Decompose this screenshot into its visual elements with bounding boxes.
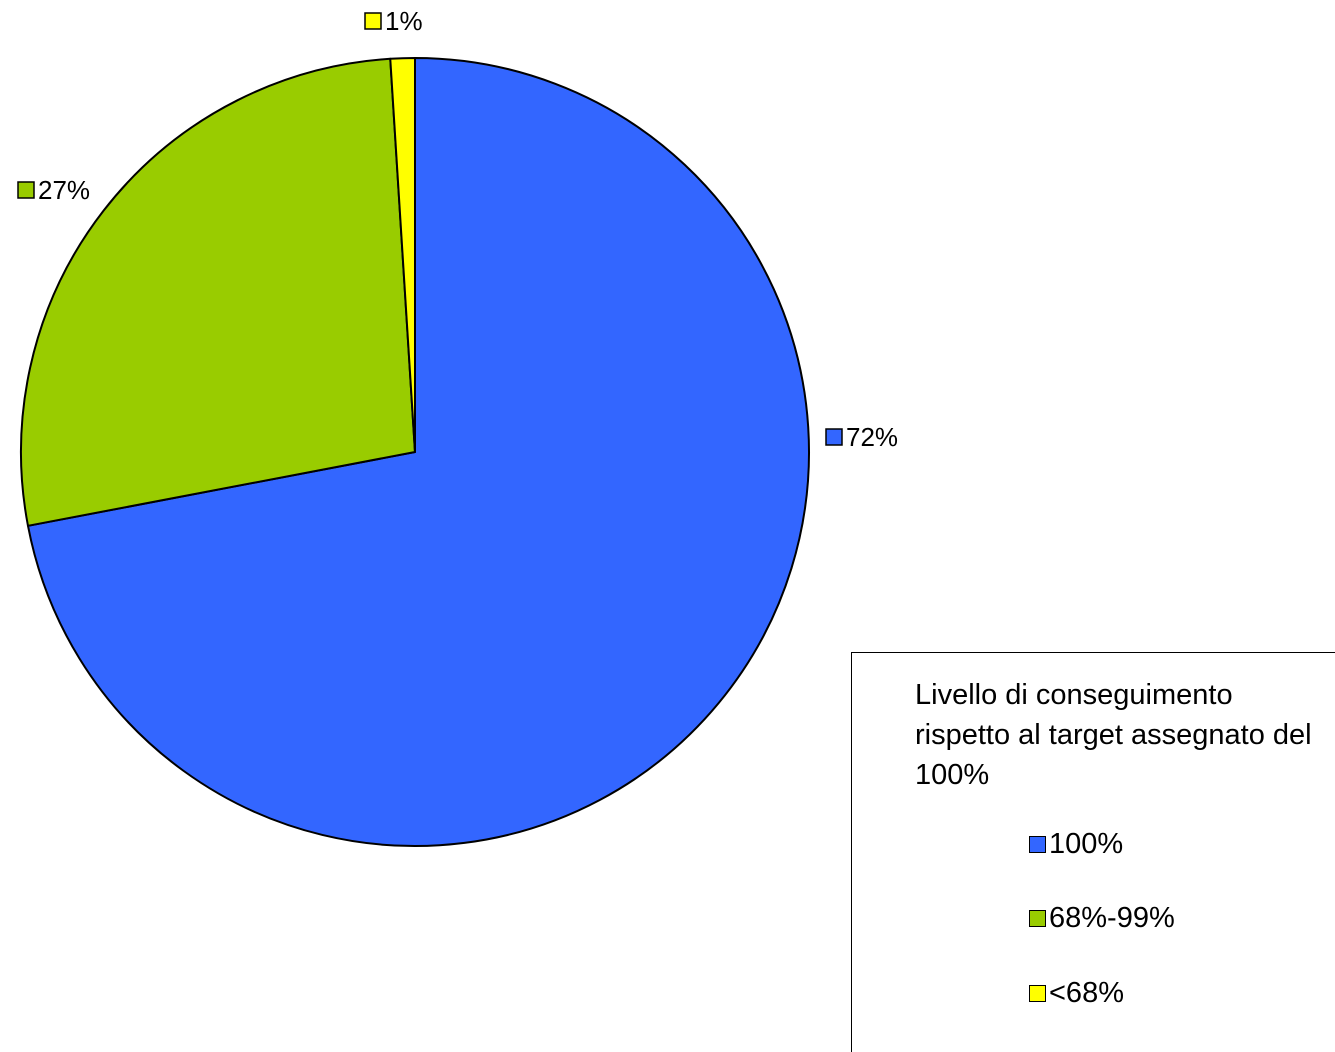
pie-slice-68 (389, 57, 416, 453)
pie-chart: 72% 27% 1% (17, 6, 898, 847)
data-label-swatch (17, 181, 35, 199)
legend-label-68-99: 68%-99% (1049, 901, 1175, 934)
legend-item-68-99: 68%-99% (1029, 902, 1175, 934)
legend-title: Livello di conseguimento rispetto al tar… (915, 679, 1312, 791)
pie-slices (20, 57, 810, 847)
legend-label-100: 100% (1049, 827, 1124, 860)
pie-slice-100 (26, 57, 810, 847)
data-label-text: 27% (38, 175, 90, 205)
pie-data-labels: 72% 27% 1% (17, 6, 898, 452)
legend-item-100: 100% (1029, 828, 1123, 860)
pie-slice-68-99 (20, 57, 416, 527)
legend-swatch-68-99 (1029, 909, 1046, 927)
legend-item-under-68: <68% (1029, 977, 1124, 1009)
data-label-swatch (364, 12, 382, 30)
data-label-text: 1% (385, 6, 423, 36)
legend-swatch-under-68 (1029, 984, 1046, 1002)
legend: Livello di conseguimento rispetto al tar… (851, 652, 1335, 1052)
data-label-swatch (825, 428, 843, 446)
data-label-0: 72% (825, 422, 898, 452)
data-label-2: 1% (364, 6, 423, 36)
legend-label-under-68: <68% (1049, 976, 1124, 1009)
data-label-text: 72% (846, 422, 898, 452)
data-label-1: 27% (17, 175, 90, 205)
legend-swatch-100 (1029, 835, 1046, 853)
